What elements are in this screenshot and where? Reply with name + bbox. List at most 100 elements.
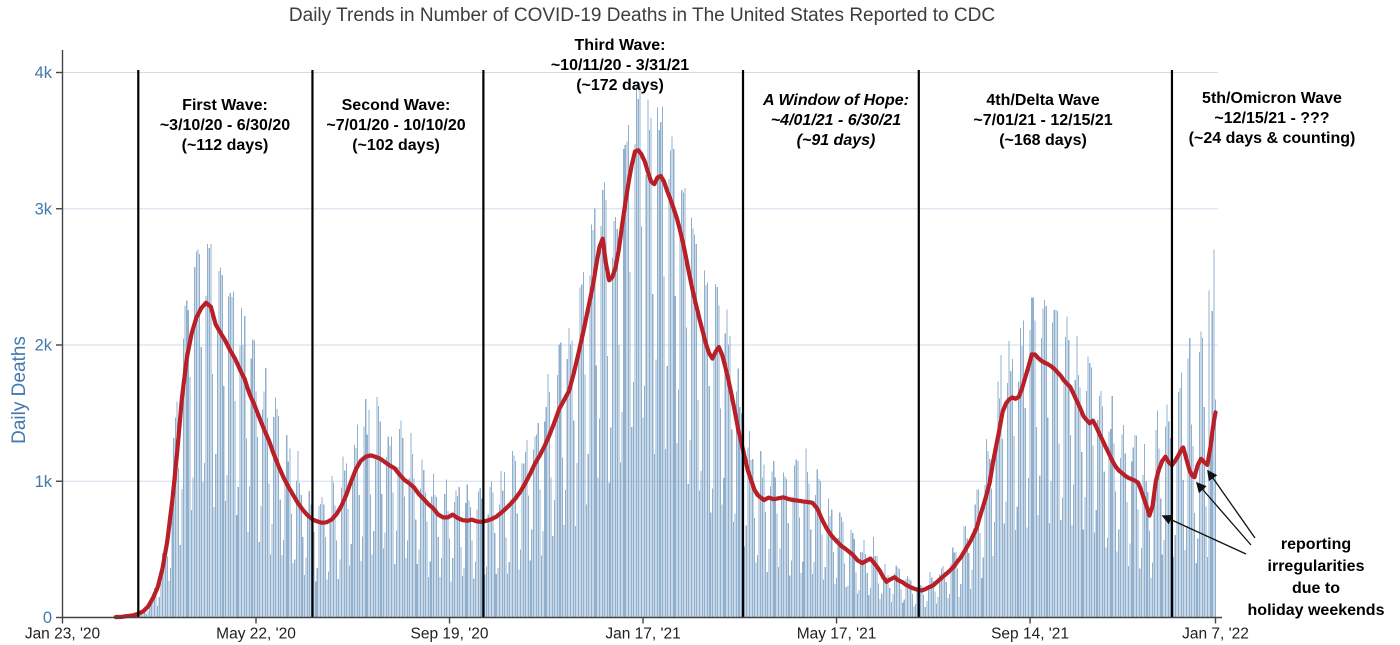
- bar: [232, 291, 235, 618]
- bar: [889, 588, 891, 618]
- bar: [731, 429, 733, 618]
- bar: [637, 98, 639, 618]
- bar: [687, 484, 689, 618]
- bar: [389, 445, 391, 618]
- bar: [971, 569, 973, 618]
- bar: [557, 375, 559, 618]
- bar: [461, 576, 464, 618]
- bar: [787, 523, 789, 618]
- bar: [1184, 550, 1186, 618]
- bar: [1095, 509, 1097, 618]
- bar: [984, 485, 986, 618]
- bar: [1031, 297, 1033, 618]
- bar: [860, 552, 862, 618]
- bar: [616, 229, 618, 618]
- bar: [218, 271, 220, 618]
- bar: [158, 597, 160, 618]
- bar: [1026, 527, 1028, 618]
- bar: [490, 481, 493, 618]
- bar: [979, 533, 981, 618]
- callout-arrow: [1207, 469, 1256, 539]
- bar: [531, 529, 533, 618]
- bar: [273, 417, 275, 618]
- bar: [773, 461, 775, 618]
- bar: [1153, 485, 1155, 618]
- bar: [245, 438, 247, 618]
- bar: [171, 501, 173, 618]
- bar: [353, 445, 355, 618]
- bar: [184, 305, 186, 618]
- bar: [321, 496, 323, 618]
- bar: [576, 462, 578, 618]
- bar: [776, 513, 778, 618]
- bar: [632, 382, 634, 618]
- bar: [705, 285, 707, 618]
- bar: [179, 544, 181, 618]
- bar: [332, 482, 335, 618]
- bar: [342, 456, 344, 618]
- bar: [1006, 383, 1009, 618]
- bar: [674, 295, 676, 618]
- bar: [236, 514, 238, 618]
- wave-annotation-3: Third Wave: ~10/11/20 - 3/31/21 (~172 days…: [551, 36, 689, 96]
- bar: [669, 150, 672, 618]
- bar: [982, 557, 984, 618]
- bar: [856, 593, 859, 618]
- bar: [466, 484, 468, 618]
- bar: [626, 141, 628, 618]
- bar: [1019, 327, 1021, 618]
- bar: [897, 567, 899, 618]
- bar: [558, 344, 560, 618]
- bar: [1073, 484, 1075, 618]
- bar: [708, 386, 710, 618]
- bar: [597, 477, 599, 618]
- bar: [905, 578, 907, 618]
- bar: [253, 340, 255, 618]
- bar: [1024, 408, 1026, 618]
- bar: [363, 426, 365, 618]
- bar: [350, 544, 352, 618]
- bar: [661, 106, 663, 618]
- bar: [636, 86, 638, 618]
- bar: [221, 274, 223, 618]
- bar: [803, 503, 805, 618]
- bar: [173, 437, 175, 618]
- bar: [260, 506, 262, 618]
- wave-annotation-line: (~102 days): [352, 137, 440, 154]
- bar: [1158, 448, 1160, 618]
- bar: [263, 391, 265, 618]
- bar: [1163, 539, 1165, 618]
- bar: [976, 489, 978, 618]
- bar: [668, 178, 670, 618]
- y-tick-label: 3k: [35, 200, 53, 218]
- bar: [618, 345, 620, 618]
- bar: [357, 424, 359, 618]
- bar: [706, 282, 709, 618]
- bar: [152, 593, 154, 618]
- bar: [808, 483, 810, 618]
- bar: [555, 413, 557, 618]
- bar: [1089, 363, 1091, 618]
- bar: [627, 124, 630, 618]
- x-tick-label: Jan 23, '20: [25, 626, 101, 643]
- wave-annotation-line: Second Wave:: [341, 97, 451, 114]
- bar: [307, 514, 309, 618]
- bar: [961, 551, 963, 618]
- bar: [1182, 479, 1184, 618]
- bar: [686, 327, 688, 618]
- bar: [1176, 459, 1178, 618]
- bar: [532, 449, 534, 618]
- bar: [216, 326, 218, 618]
- bar: [719, 408, 722, 618]
- bar: [1053, 310, 1055, 618]
- bar: [1160, 498, 1162, 618]
- bar: [1092, 445, 1094, 618]
- bar: [766, 572, 768, 618]
- wave-annotation-4: A Window of Hope: ~4/01/21 - 6/30/21 (~91 …: [763, 91, 909, 151]
- bar: [1013, 435, 1015, 618]
- bar: [948, 594, 951, 618]
- bar: [663, 276, 665, 618]
- bar: [729, 336, 731, 618]
- bar: [294, 559, 296, 618]
